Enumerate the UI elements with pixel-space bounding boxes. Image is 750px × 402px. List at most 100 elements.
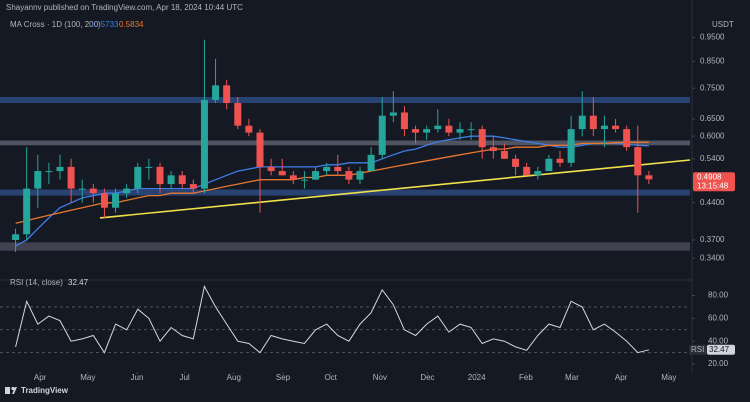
moving-average bbox=[15, 141, 649, 224]
candle-body bbox=[345, 171, 353, 180]
y-tick-label: 0.5400 bbox=[700, 154, 725, 163]
rsi-value: 32.47 bbox=[709, 345, 730, 354]
x-tick-label: Apr bbox=[615, 373, 628, 382]
candle-body bbox=[134, 166, 142, 189]
candle-body bbox=[545, 158, 553, 172]
candle-body bbox=[178, 175, 186, 185]
candle-body bbox=[123, 188, 131, 194]
x-tick-label: Apr bbox=[34, 373, 47, 382]
candle-body bbox=[556, 158, 564, 163]
candle-body bbox=[167, 175, 175, 185]
candle-body bbox=[100, 193, 108, 208]
candle-body bbox=[212, 85, 220, 100]
candle-body bbox=[356, 171, 364, 180]
x-tick-label: Jun bbox=[131, 373, 144, 382]
candle-body bbox=[45, 171, 53, 173]
rsi-line bbox=[15, 284, 650, 354]
candle-body bbox=[156, 166, 164, 185]
moving-average bbox=[15, 135, 649, 247]
candle-body bbox=[300, 179, 308, 181]
x-tick-label: 2024 bbox=[468, 373, 486, 382]
candle-body bbox=[145, 166, 153, 168]
currency: USDT bbox=[712, 20, 734, 29]
trendline bbox=[99, 159, 691, 219]
candle-body bbox=[612, 125, 620, 130]
author-line: Shayannv published on TradingView.com, A… bbox=[6, 3, 243, 12]
candle-body bbox=[289, 175, 297, 180]
y-tick-label: 0.3400 bbox=[700, 253, 725, 262]
candle-body bbox=[89, 188, 97, 194]
zone bbox=[0, 189, 690, 196]
candle-body bbox=[567, 129, 575, 163]
x-tick-label: Jul bbox=[179, 373, 189, 382]
rsi-title-value: 32.47 bbox=[68, 278, 89, 287]
y-tick-label: 0.6500 bbox=[700, 114, 725, 123]
countdown: 13:15:48 bbox=[697, 181, 729, 190]
candle-body bbox=[223, 85, 231, 104]
y-tick-label: 0.6000 bbox=[700, 131, 725, 140]
candle-body bbox=[478, 129, 486, 148]
zone bbox=[0, 140, 690, 146]
candle-body bbox=[112, 193, 120, 208]
candle-body bbox=[578, 115, 586, 130]
zone bbox=[0, 96, 690, 104]
candle-body bbox=[623, 129, 631, 148]
rsi-value-box bbox=[707, 344, 735, 355]
candle-body bbox=[23, 188, 31, 235]
candle-body bbox=[512, 158, 520, 167]
x-tick-label: Aug bbox=[227, 373, 241, 382]
rsi-title: RSI (14, close) bbox=[10, 278, 63, 287]
ma-value: 0.5733 bbox=[94, 20, 119, 29]
candle-body bbox=[489, 147, 497, 151]
rsi-label: RSI bbox=[691, 345, 704, 354]
candle-body bbox=[412, 129, 420, 133]
y-tick-label: 0.9500 bbox=[700, 33, 725, 42]
y-tick-label: 0.8500 bbox=[700, 56, 725, 65]
candle-body bbox=[423, 129, 431, 133]
x-tick-label: Dec bbox=[420, 373, 434, 382]
candle-body bbox=[434, 125, 442, 130]
price-label-box bbox=[693, 172, 735, 192]
price-label: 0.4908 bbox=[697, 172, 722, 181]
candle-body bbox=[278, 171, 286, 176]
candle-body bbox=[523, 166, 531, 176]
candle-body bbox=[312, 171, 320, 180]
candle-body bbox=[189, 184, 197, 189]
candle-body bbox=[389, 112, 397, 116]
x-tick-label: Nov bbox=[373, 373, 387, 382]
candle-body bbox=[600, 125, 608, 130]
brand: TradingView bbox=[21, 386, 69, 395]
y-tick-label: 0.4400 bbox=[700, 198, 725, 207]
candle-body bbox=[267, 166, 275, 172]
candle-body bbox=[400, 112, 408, 130]
y-tick-label: 40.00 bbox=[708, 336, 729, 345]
logo bbox=[5, 386, 17, 394]
candle-body bbox=[467, 129, 475, 131]
candle-body bbox=[634, 147, 642, 176]
candle-body bbox=[378, 115, 386, 155]
x-tick-label: Sep bbox=[276, 373, 291, 382]
ma-value: 0.5834 bbox=[119, 20, 144, 29]
x-tick-label: Mar bbox=[565, 373, 579, 382]
candle-body bbox=[456, 129, 464, 133]
candle-body bbox=[12, 234, 20, 240]
y-tick-label: 80.00 bbox=[708, 291, 729, 300]
y-tick-label: 60.00 bbox=[708, 313, 729, 322]
candle-body bbox=[323, 166, 331, 172]
x-tick-label: Oct bbox=[324, 373, 337, 382]
candle-body bbox=[34, 171, 42, 189]
candle-body bbox=[589, 115, 597, 130]
candle-body bbox=[645, 175, 653, 180]
rsi-label-box bbox=[689, 344, 707, 355]
y-tick-label: 0.3700 bbox=[700, 235, 725, 244]
zone bbox=[0, 242, 690, 251]
x-tick-label: Feb bbox=[519, 373, 533, 382]
x-tick-label: May bbox=[80, 373, 95, 382]
candle-body bbox=[78, 188, 86, 190]
candle-body bbox=[234, 103, 242, 126]
x-tick-label: May bbox=[661, 373, 676, 382]
candle-body bbox=[334, 166, 342, 172]
candle-body bbox=[245, 125, 253, 133]
